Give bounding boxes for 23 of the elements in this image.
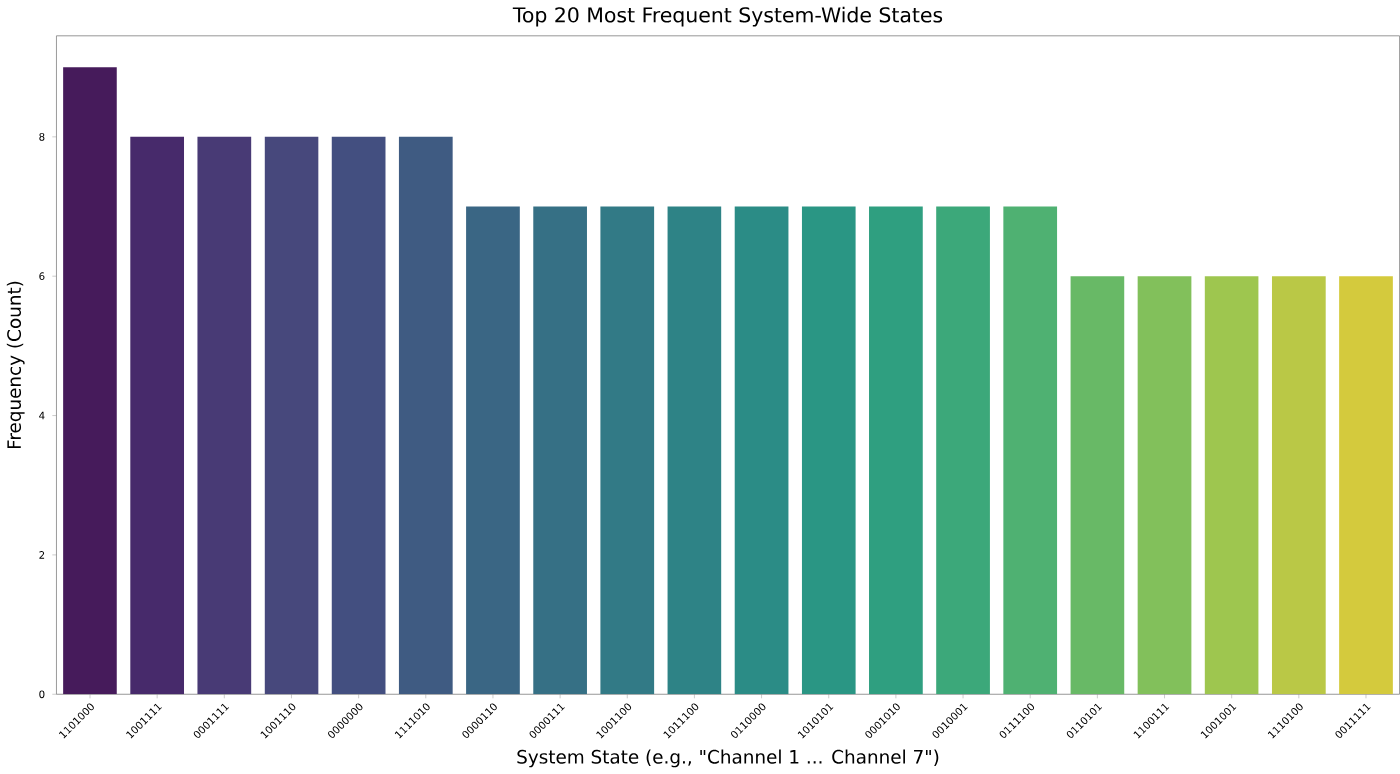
bar — [1137, 276, 1192, 695]
bar — [869, 206, 923, 695]
y-axis-title: Frequency (Count) — [6, 281, 25, 449]
bar — [466, 206, 520, 695]
bar — [1070, 276, 1125, 695]
bar — [1204, 276, 1259, 695]
bar — [1271, 276, 1326, 695]
bar — [264, 136, 319, 695]
bar — [533, 206, 587, 695]
bar — [398, 136, 453, 695]
bar — [63, 67, 117, 695]
bar — [801, 206, 856, 695]
bar — [1339, 276, 1393, 695]
bar — [197, 136, 252, 695]
bar — [331, 136, 386, 695]
bar — [1003, 206, 1058, 695]
bar — [936, 206, 990, 695]
x-axis-title: System State (e.g., "Channel 1 ... Channel 7") — [517, 749, 939, 768]
bar — [130, 136, 185, 695]
bar — [734, 206, 789, 695]
bar — [667, 206, 722, 695]
chart-title: Top 20 Most Frequent System-Wide States — [512, 6, 943, 27]
bar — [600, 206, 655, 695]
